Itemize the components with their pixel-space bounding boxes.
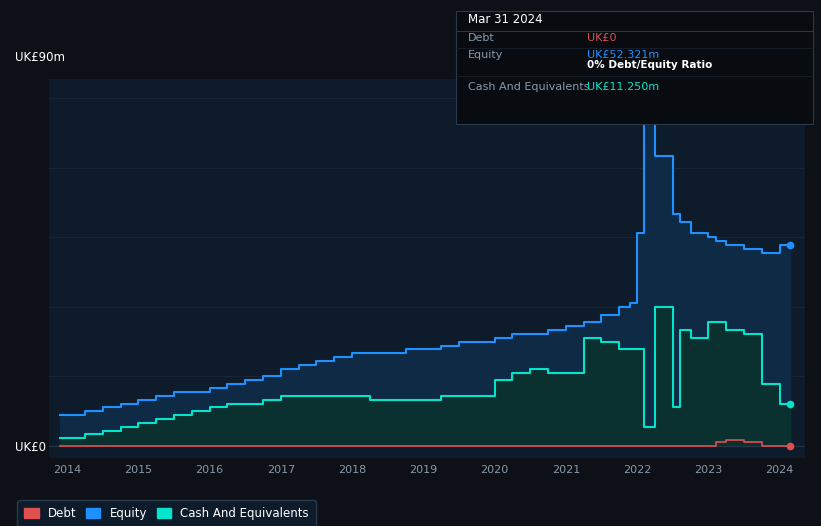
Text: 0% Debt/Equity Ratio: 0% Debt/Equity Ratio: [587, 60, 713, 70]
Text: Cash And Equivalents: Cash And Equivalents: [468, 83, 589, 93]
Text: UK£0: UK£0: [587, 33, 617, 43]
Legend: Debt, Equity, Cash And Equivalents: Debt, Equity, Cash And Equivalents: [17, 500, 316, 526]
Text: Debt: Debt: [468, 33, 495, 43]
Text: UK£90m: UK£90m: [16, 50, 66, 64]
Text: UK£52.321m: UK£52.321m: [587, 50, 659, 60]
Text: Mar 31 2024: Mar 31 2024: [468, 13, 543, 26]
Text: UK£0: UK£0: [16, 441, 46, 454]
Text: Equity: Equity: [468, 50, 503, 60]
Text: UK£11.250m: UK£11.250m: [587, 83, 659, 93]
